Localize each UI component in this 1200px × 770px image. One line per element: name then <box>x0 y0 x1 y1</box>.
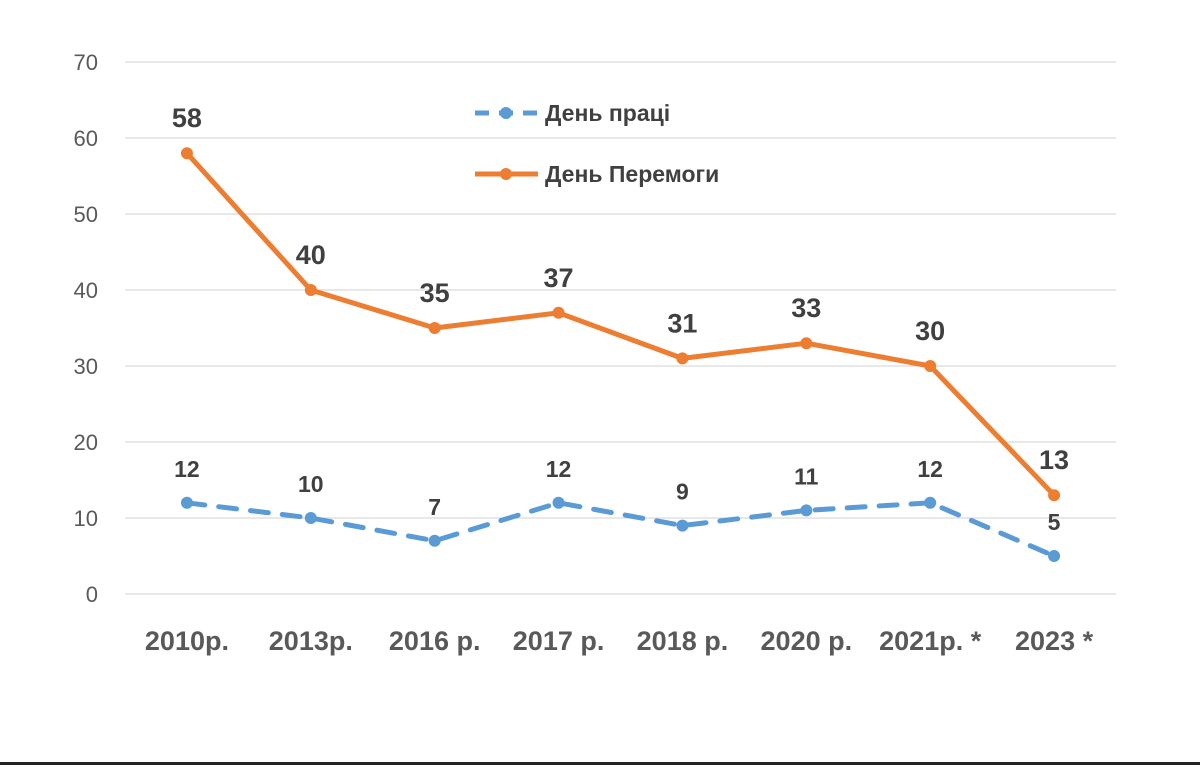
data-point-day-of-labor <box>676 519 689 532</box>
series-line-day-of-labor <box>184 500 1057 559</box>
y-tick-label: 50 <box>74 202 98 227</box>
x-tick-label: 2021р. * <box>879 626 982 656</box>
data-label-victory-day: 37 <box>544 263 574 293</box>
data-label-victory-day: 30 <box>915 316 945 346</box>
data-label-day-of-labor: 12 <box>917 456 943 482</box>
y-tick-label: 60 <box>74 126 98 151</box>
data-label-victory-day: 13 <box>1039 445 1069 475</box>
x-tick-label: 2020 р. <box>761 626 853 656</box>
y-tick-label: 30 <box>74 354 98 379</box>
x-tick-label: 2016 р. <box>389 626 481 656</box>
y-tick-label: 0 <box>86 582 98 607</box>
legend-label-victory-day: День Перемоги <box>545 161 719 187</box>
x-tick-label: 2023 * <box>1015 626 1094 656</box>
data-point-victory-day <box>1048 489 1061 502</box>
x-tick-label: 2010р. <box>145 626 229 656</box>
legend: День праці День Перемоги <box>475 100 719 187</box>
data-point-victory-day <box>676 352 689 365</box>
data-point-day-of-labor <box>428 534 441 547</box>
data-label-day-of-labor: 5 <box>1048 509 1061 535</box>
data-point-victory-day <box>180 147 193 160</box>
legend-marker-day-of-labor <box>500 107 512 119</box>
data-label-victory-day: 35 <box>420 278 450 308</box>
data-point-victory-day <box>552 306 565 319</box>
y-tick-label: 10 <box>74 506 98 531</box>
bottom-border <box>0 762 1200 765</box>
legend-item-victory-day: День Перемоги <box>475 161 719 187</box>
data-label-day-of-labor: 12 <box>174 456 200 482</box>
data-label-victory-day: 40 <box>296 240 326 270</box>
data-point-day-of-labor <box>304 512 317 524</box>
data-label-victory-day: 33 <box>791 293 821 323</box>
data-labels: 58 40 35 37 31 33 30 13 12 10 7 12 9 11 12 5 <box>172 103 1069 535</box>
series-layer <box>180 147 1061 562</box>
y-tick-label: 70 <box>74 50 98 75</box>
legend-label-day-of-labor: День праці <box>545 100 670 126</box>
data-point-day-of-labor <box>1048 550 1061 562</box>
series-line-victory-day <box>184 150 1057 498</box>
data-label-day-of-labor: 10 <box>298 471 324 497</box>
data-label-day-of-labor: 11 <box>794 463 819 489</box>
y-axis-ticks: 0 10 20 30 40 50 60 70 <box>74 50 98 607</box>
data-label-day-of-labor: 12 <box>546 456 572 482</box>
data-label-victory-day: 58 <box>172 103 202 133</box>
y-tick-label: 40 <box>74 278 98 303</box>
x-tick-label: 2013р. <box>269 626 353 656</box>
gridlines <box>125 61 1116 595</box>
x-axis-ticks: 2010р. 2013р. 2016 р. 2017 р. 2018 р. 2020 р.… <box>145 626 1094 656</box>
data-label-day-of-labor: 7 <box>428 494 441 520</box>
data-point-day-of-labor <box>800 504 813 517</box>
data-point-victory-day <box>428 322 441 334</box>
data-label-day-of-labor: 9 <box>676 479 689 505</box>
data-point-victory-day <box>924 360 937 372</box>
x-tick-label: 2018 р. <box>637 626 729 656</box>
data-point-victory-day <box>304 284 317 296</box>
data-point-day-of-labor <box>552 496 565 509</box>
data-point-victory-day <box>800 337 813 350</box>
data-label-victory-day: 31 <box>667 308 697 338</box>
legend-item-day-of-labor: День праці <box>475 100 670 126</box>
y-tick-label: 20 <box>74 430 98 455</box>
legend-marker-victory-day <box>500 168 512 180</box>
x-tick-label: 2017 р. <box>513 626 605 656</box>
data-point-day-of-labor <box>924 496 937 509</box>
data-point-day-of-labor <box>180 496 193 509</box>
